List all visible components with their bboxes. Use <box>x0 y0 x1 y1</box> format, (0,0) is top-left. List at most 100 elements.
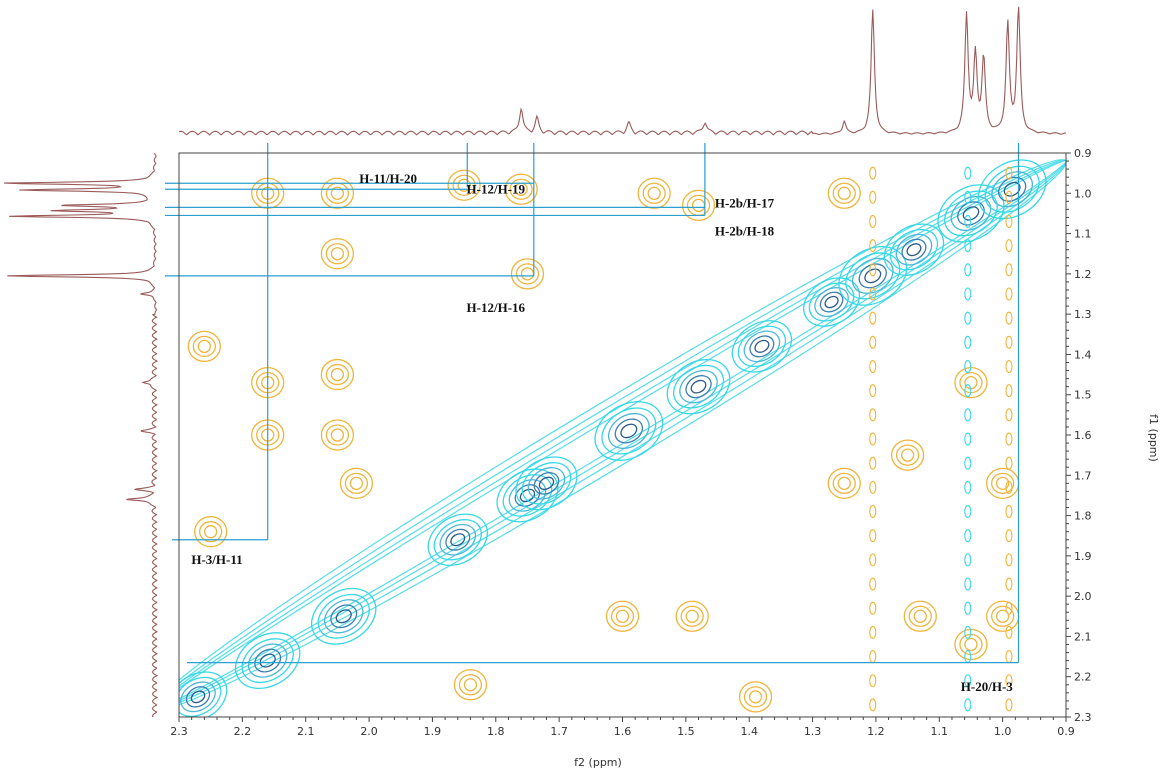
y-tick-label: 1.9 <box>1074 550 1092 563</box>
t1-noise-contour <box>869 480 877 494</box>
t1-noise-contour <box>1005 456 1013 470</box>
t1-noise-contour <box>1005 335 1013 349</box>
diagonal-peak-contour <box>679 369 718 404</box>
cross-peak-contour <box>990 472 1015 494</box>
cross-peak-contour <box>452 174 476 196</box>
t1-noise-contour <box>1005 650 1013 664</box>
cross-peak-contour <box>320 419 355 451</box>
cross-peak-contour <box>509 178 533 200</box>
diagonal-peak-contour <box>620 423 638 439</box>
diagonal-peak-contour <box>180 681 216 713</box>
t1-noise-contour <box>869 408 877 422</box>
f2-spectrum-trace <box>178 6 1067 136</box>
diagonal-peak-contour <box>824 295 839 309</box>
t1-noise-contour <box>869 384 877 398</box>
t1-noise-contour <box>869 698 877 712</box>
cross-peak-contour <box>197 339 211 354</box>
diagonal-peak-contour <box>808 282 855 322</box>
t1-noise-contour <box>1005 601 1013 615</box>
t1-noise-contour <box>1005 553 1013 567</box>
diagonal-peak-contour <box>944 190 998 237</box>
cross-peak-contour <box>743 686 768 708</box>
cross-peak-contour <box>339 467 374 499</box>
y-tick-label: 1.0 <box>1074 187 1092 200</box>
cross-peak-contour <box>647 186 661 200</box>
t1-noise-contour <box>1005 480 1013 494</box>
diagonal-peak-contour <box>803 277 861 327</box>
diagonal-peak-contour <box>335 609 352 624</box>
cross-peak-contour <box>192 335 216 358</box>
y-tick-label: 0.9 <box>1074 147 1092 160</box>
diagonal-peak-contour <box>819 291 844 313</box>
x-tick-label: 2.1 <box>297 725 315 738</box>
t1-noise-contour <box>1005 674 1013 688</box>
diagonal-peak-contour <box>538 476 555 491</box>
t1-noise-contour <box>1005 698 1013 712</box>
cross-peak-contour <box>900 448 915 462</box>
diagonal-peak-contour <box>673 364 724 409</box>
x-tick-label: 2.3 <box>170 725 188 738</box>
cross-peak-contour <box>199 521 223 543</box>
y-tick-label: 1.2 <box>1074 268 1092 281</box>
t1-noise-contour <box>964 311 972 325</box>
x-tick-label: 1.3 <box>804 725 822 738</box>
diagonal-peak-contour <box>185 686 211 708</box>
cross-peak-contour <box>903 600 937 632</box>
cross-peak-contour <box>964 375 978 390</box>
cross-peak-contour <box>837 186 851 200</box>
y-axis-label: f1 (ppm) <box>1147 414 1160 462</box>
cross-peak-contour <box>995 609 1010 623</box>
t1-noise-contour <box>1005 359 1013 374</box>
cross-peak-contour <box>463 678 478 692</box>
diagonal-peak-contour <box>433 519 482 561</box>
diagonal-peak-contour <box>1003 181 1021 197</box>
correlation-labels: H-11/H-20 H-12/H-19 H-2b/H-17 H-2b/H-18 H-12… <box>191 171 1013 694</box>
diagonal-peak-contour <box>179 676 222 717</box>
cross-peak-contour <box>637 177 671 209</box>
correlation-label: H-2b/H-18 <box>715 224 775 239</box>
diagonal-peak-contour <box>749 335 775 358</box>
t1-noise-contour <box>869 529 877 543</box>
t1-noise-contour <box>964 504 972 519</box>
t1-noise-contour <box>869 214 877 229</box>
t1-noise-contour <box>869 335 877 349</box>
diagonal-peak-contour <box>601 407 657 455</box>
cross-peak-contour <box>827 177 861 209</box>
t1-noise-contour <box>869 263 877 277</box>
cross-peak-contour <box>964 637 978 652</box>
diagonal-peak-contour <box>851 257 894 294</box>
t1-noise-contour <box>964 698 972 712</box>
t1-noise-contour <box>964 553 972 567</box>
diagonal-peak-contour <box>330 604 358 629</box>
t1-noise-contour <box>869 359 877 374</box>
y-tick-label: 2.0 <box>1074 590 1092 603</box>
diagonal-peak-contour <box>906 243 922 257</box>
diagonal-peak <box>235 632 301 690</box>
t1-noise-contour <box>1005 287 1013 301</box>
diagonal-peak-contour <box>685 375 712 399</box>
f2-projection-spectrum <box>178 6 1067 136</box>
t1-noise-contour <box>964 650 972 664</box>
cross-peak-contour <box>447 169 481 201</box>
diagonal-peak-contour <box>450 533 466 547</box>
diagonal-peak-contour <box>997 176 1027 202</box>
diagonal-peak-contour <box>254 648 282 673</box>
cross-peak-contour <box>685 609 699 623</box>
diagonal-peak-contour <box>666 358 731 415</box>
diagonal-peak-contour <box>521 462 572 505</box>
x-tick-label: 1.9 <box>424 725 442 738</box>
cross-peak-contour <box>330 428 345 442</box>
cross-peak-contour <box>686 194 711 217</box>
t1-noise-contour <box>964 263 972 277</box>
cross-peak-contour <box>320 177 355 209</box>
x-tick-label: 2.0 <box>360 725 378 738</box>
f1-projection-spectrum <box>3 152 159 718</box>
t1-noise-contour <box>964 601 972 615</box>
y-tick-label: 1.8 <box>1074 510 1092 523</box>
cross-peak-contour <box>330 367 345 382</box>
diagonal-peak-contour <box>533 472 560 495</box>
diagonal-peak-contour <box>427 513 488 566</box>
cross-peak-contour <box>458 674 483 696</box>
cross-peak-contour <box>344 472 369 494</box>
t1-noise-contour <box>964 239 972 253</box>
